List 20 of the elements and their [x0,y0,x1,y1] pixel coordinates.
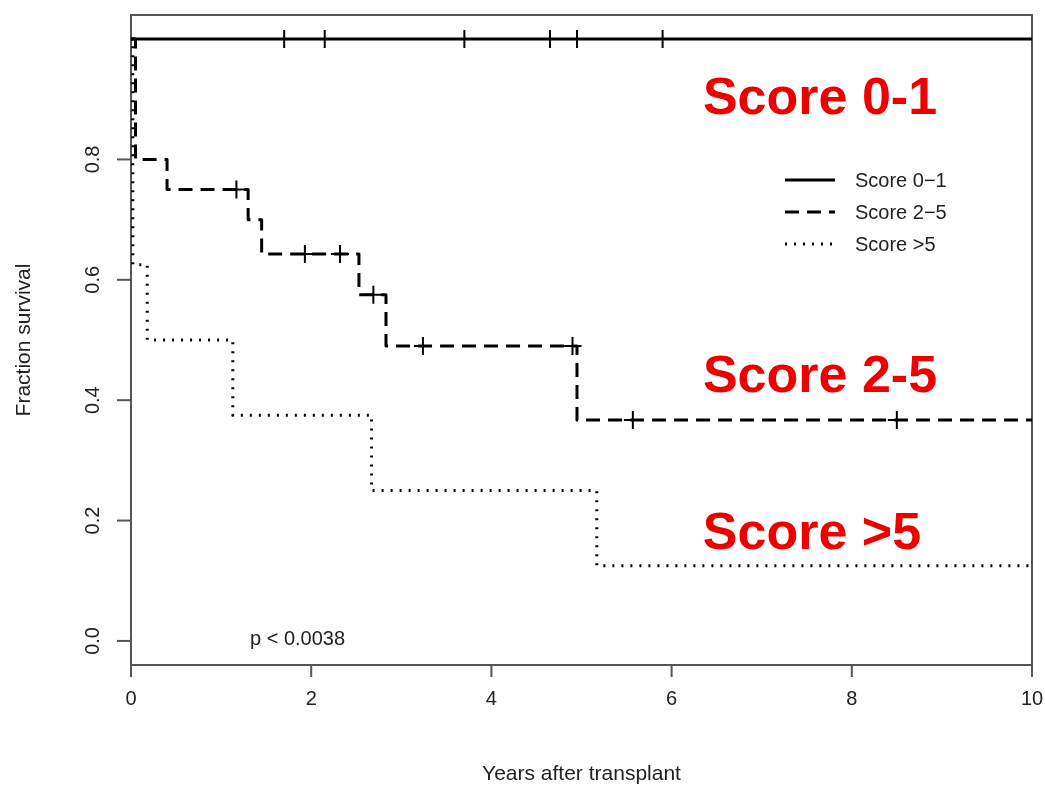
y-tick-label: 0.8 [81,145,103,174]
y-tick-label: 0.6 [81,265,103,294]
x-tick-label: 6 [666,687,678,709]
y-tick-label: 0.0 [81,627,103,655]
y-tick-label: 0.4 [81,386,103,415]
y-axis-title: Fraction survival [11,263,34,417]
y-tick-label: 0.2 [81,506,103,535]
annotation: Score 2-5 [702,344,938,403]
x-tick-label: 8 [846,687,858,709]
x-tick-label: 0 [125,687,137,709]
annotation: Score 0-1 [702,66,938,125]
x-tick-label: 4 [485,687,497,709]
x-tick-label: 10 [1020,687,1044,709]
legend-label: Score >5 [855,233,936,255]
x-tick-label: 2 [305,687,317,709]
annotation: Score >5 [702,501,922,560]
legend-label: Score 2−5 [855,201,947,223]
x-axis-title: Years after transplant [482,761,682,784]
legend-label: Score 0−1 [855,169,947,191]
annotation: p < 0.0038 [250,627,346,649]
